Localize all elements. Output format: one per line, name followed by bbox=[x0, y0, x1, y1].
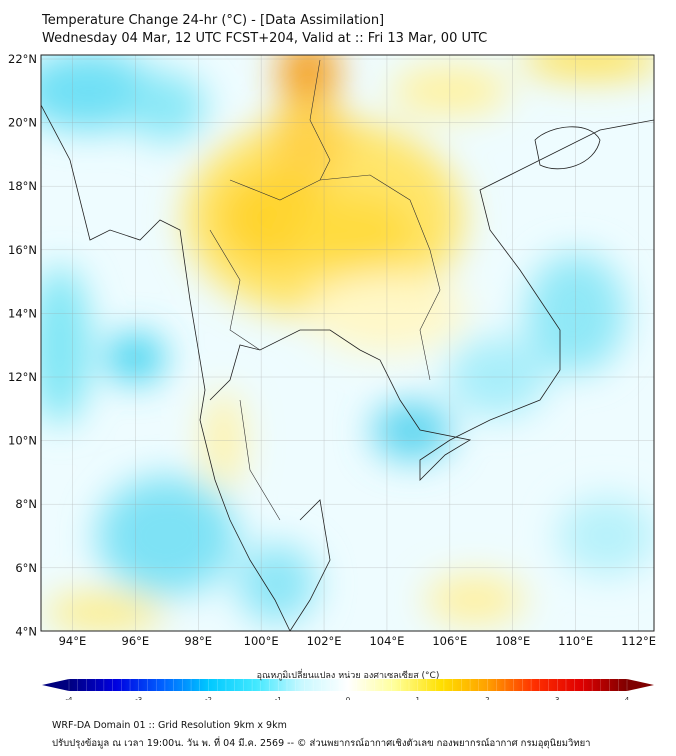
chart-title: Temperature Change 24-hr (°C) - [Data As… bbox=[42, 13, 385, 28]
lon-label: 100°E bbox=[244, 634, 279, 648]
lon-label: 112°E bbox=[621, 634, 656, 648]
lat-label: 6°N bbox=[15, 561, 37, 575]
colorbar-tick: 0 bbox=[346, 696, 350, 700]
field-region bbox=[96, 476, 237, 596]
chart-subtitle: Wednesday 04 Mar, 12 UTC FCST+204, Valid… bbox=[42, 31, 488, 46]
colorbar-label: อุณหภูมิเปลี่ยนแปลง หน่วย องศาเซลเซียส (… bbox=[256, 671, 440, 681]
field-region bbox=[372, 401, 453, 462]
colorbar-tick: 3 bbox=[555, 696, 559, 700]
lat-label: 20°N bbox=[8, 116, 37, 130]
colorbar-tick: 2 bbox=[485, 696, 489, 700]
borders bbox=[209, 59, 441, 521]
lon-label: 94°E bbox=[59, 634, 87, 648]
field-region bbox=[41, 265, 90, 426]
colorbar: -4 -3 -2 -1 0 1 2 3 4 bbox=[42, 679, 654, 700]
lat-label: 14°N bbox=[8, 306, 37, 320]
colorbar-tick: 4 bbox=[625, 696, 630, 700]
colorbar-tick: -2 bbox=[205, 696, 212, 700]
field-region bbox=[278, 55, 339, 107]
footer-line-1: WRF-DA Domain 01 :: Grid Resolution 9km … bbox=[52, 720, 287, 731]
field-region bbox=[557, 496, 654, 576]
colorbar-tick: -1 bbox=[275, 696, 282, 700]
coastlines bbox=[41, 104, 654, 631]
field-region bbox=[43, 594, 164, 631]
field-region bbox=[425, 574, 526, 625]
lon-label: 102°E bbox=[307, 634, 342, 648]
lon-label: 104°E bbox=[369, 634, 404, 648]
field-region bbox=[295, 193, 416, 274]
field-region bbox=[268, 98, 349, 179]
temperature-map: 22°N 20°N 18°N 16°N 14°N 12°N 10°N 8°N 6°N 4°N 94… bbox=[8, 52, 656, 700]
lat-label: 12°N bbox=[8, 370, 37, 384]
footer-line-2: ปรับปรุงข้อมูล ณ เวลา 19:00น. วัน พ. ที่… bbox=[52, 738, 591, 749]
field-region bbox=[236, 543, 317, 624]
lon-label: 96°E bbox=[122, 634, 150, 648]
lat-label: 8°N bbox=[15, 497, 37, 511]
lat-label: 4°N bbox=[15, 624, 37, 638]
colorbar-tick: 1 bbox=[416, 696, 420, 700]
lon-label: 98°E bbox=[184, 634, 212, 648]
field-region bbox=[521, 55, 654, 79]
colorbar-min-arrow bbox=[42, 679, 69, 691]
colorbar-tick: -3 bbox=[135, 696, 142, 700]
field-region bbox=[126, 71, 207, 142]
lon-label: 106°E bbox=[432, 634, 467, 648]
lat-label: 10°N bbox=[8, 434, 37, 448]
lat-label: 18°N bbox=[8, 179, 37, 193]
lon-label: 108°E bbox=[495, 634, 530, 648]
colorbar-max-arrow bbox=[627, 679, 654, 691]
lat-label: 16°N bbox=[8, 243, 37, 257]
lon-label: 110°E bbox=[558, 634, 593, 648]
lat-label: 22°N bbox=[8, 52, 37, 66]
colorbar-tick: -4 bbox=[66, 696, 74, 700]
